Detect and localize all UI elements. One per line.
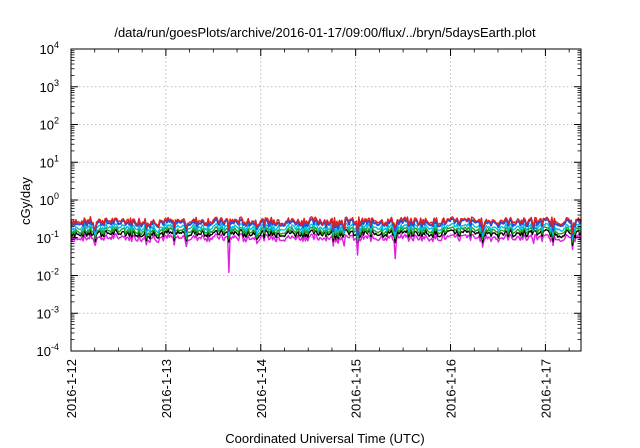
y-tick-label: 100 <box>40 191 59 208</box>
series-line-20a020 <box>70 225 582 244</box>
series-line-e020e0 <box>70 232 582 274</box>
x-tick-label: 2016-1-16 <box>444 359 459 418</box>
x-axis-label: Coordinated Universal Time (UTC) <box>225 431 424 446</box>
grid-lines <box>71 49 581 351</box>
x-tick-label: 2016-1-17 <box>538 359 553 418</box>
y-tick-label: 10-2 <box>37 267 59 284</box>
y-tick-labels: 10-4 10-3 10-2 10-1 100 101 102 103 104 <box>37 40 59 359</box>
y-tick-label: 103 <box>40 78 59 95</box>
x-tick-labels: 2016-1-12 2016-1-13 2016-1-14 2016-1-15 2016… <box>64 359 553 418</box>
x-tick-label: 2016-1-12 <box>64 359 79 418</box>
y-tick-label: 10-3 <box>37 304 59 321</box>
y-tick-label: 10-4 <box>37 342 59 359</box>
y-tick-label: 102 <box>40 116 59 133</box>
y-tick-label: 101 <box>40 153 59 170</box>
series-line-000000 <box>70 228 582 247</box>
x-tick-label: 2016-1-15 <box>349 359 364 418</box>
series-line-00c0e0 <box>70 222 582 240</box>
series-line-e02020 <box>70 215 582 234</box>
y-tick-label: 104 <box>40 40 59 57</box>
y-tick-label: 10-1 <box>37 229 59 246</box>
x-tick-label: 2016-1-14 <box>254 359 269 418</box>
y-axis-label: cGy/day <box>18 177 33 225</box>
axis-ticks <box>70 48 581 352</box>
x-tick-label: 2016-1-13 <box>159 359 174 418</box>
chart-title: /data/run/goesPlots/archive/2016-01-17/0… <box>114 25 536 40</box>
series-layer <box>70 215 582 274</box>
